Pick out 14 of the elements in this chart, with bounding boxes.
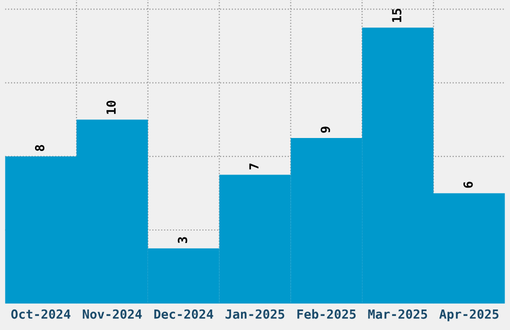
data-label: 7 <box>249 164 258 170</box>
x-tick-label: Oct-2024 <box>11 309 70 319</box>
data-label: 6 <box>463 182 473 188</box>
x-tick-label: Mar-2025 <box>368 309 428 319</box>
x-tick-label: Feb-2025 <box>297 309 356 319</box>
data-label: 9 <box>320 126 330 133</box>
data-label: 10 <box>106 100 116 114</box>
x-tick-label: Apr-2025 <box>439 309 498 322</box>
x-tick-label: Nov-2024 <box>82 309 142 319</box>
x-tick-label: Jan-2025 <box>226 309 284 319</box>
x-tick-label: Dec-2024 <box>154 309 214 319</box>
data-label: 3 <box>178 237 188 244</box>
data-label: 8 <box>34 145 44 152</box>
data-label: 15 <box>392 8 402 22</box>
